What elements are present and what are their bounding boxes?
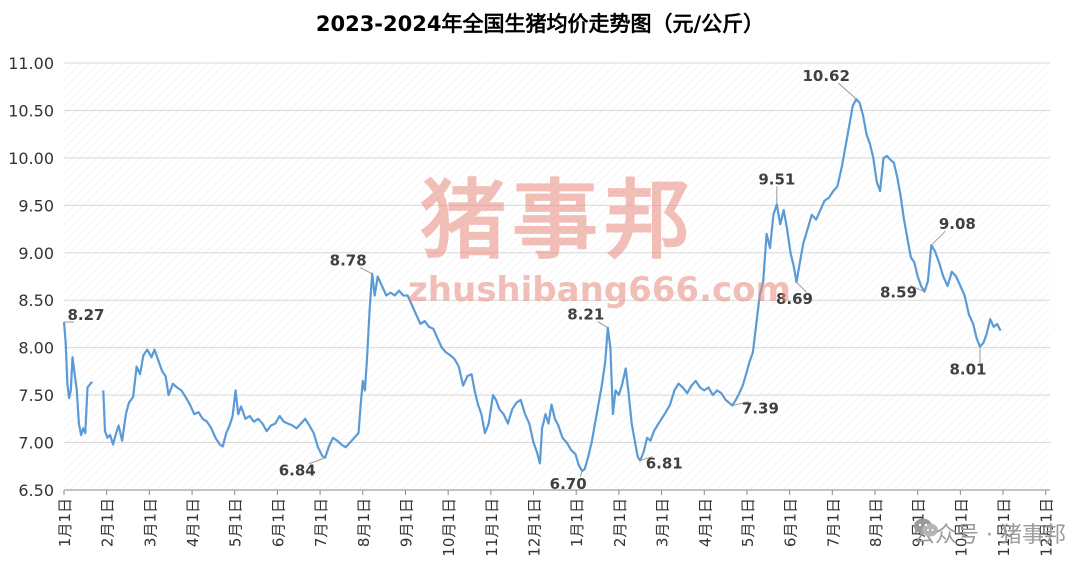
data-label: 7.39 xyxy=(742,400,779,418)
data-label: 8.27 xyxy=(67,306,104,324)
plot-area xyxy=(64,63,1050,490)
y-tick-label: 7.50 xyxy=(18,386,54,405)
data-label: 6.81 xyxy=(646,455,683,473)
x-tick-label: 1月1日 xyxy=(568,498,586,547)
y-tick-label: 9.00 xyxy=(18,244,54,263)
annotation-leader xyxy=(359,267,373,275)
x-tick-label: 12月1日 xyxy=(1038,498,1056,557)
data-label: 6.84 xyxy=(279,462,316,480)
x-tick-label: 4月1日 xyxy=(696,498,714,547)
x-tick-label: 3月1日 xyxy=(141,498,159,547)
annotation-leader xyxy=(309,457,326,465)
x-tick-label: 5月1日 xyxy=(227,498,245,547)
y-tick-label: 11.00 xyxy=(8,54,54,73)
y-tick-label: 10.00 xyxy=(8,149,54,168)
data-label: 8.01 xyxy=(949,361,986,379)
price-series-line xyxy=(62,321,94,437)
annotation-leader xyxy=(597,321,609,329)
wechat-icon xyxy=(914,518,939,537)
x-tick-label: 8月1日 xyxy=(355,498,373,547)
data-label: 9.51 xyxy=(758,170,795,188)
annotation-leader xyxy=(910,285,925,293)
x-tick-label: 11月1日 xyxy=(995,498,1013,557)
wechat-label: 公众号 · 猪事邦 xyxy=(913,523,1066,548)
y-tick-label: 10.50 xyxy=(8,101,54,120)
x-tick-label: 9月1日 xyxy=(397,498,415,547)
x-tick-label: 3月1日 xyxy=(654,498,672,547)
data-label: 9.08 xyxy=(939,215,976,233)
x-tick-label: 4月1日 xyxy=(184,498,202,547)
data-label: 6.70 xyxy=(550,475,587,493)
x-tick-label: 7月1日 xyxy=(312,498,330,547)
annotation-leader xyxy=(930,230,946,246)
x-tick-label: 12月1日 xyxy=(526,498,544,557)
data-label: 8.78 xyxy=(330,252,367,270)
annotation-leader xyxy=(796,281,807,293)
y-tick-label: 6.50 xyxy=(18,481,54,500)
x-tick-label: 10月1日 xyxy=(952,498,970,557)
annotation-leader xyxy=(732,401,749,407)
page-title: 2023-2024年全国生猪均价走势图（元/公斤） xyxy=(315,12,765,36)
x-tick-label: 2月1日 xyxy=(99,498,117,547)
y-tick-label: 9.50 xyxy=(18,196,54,215)
x-tick-label: 2月1日 xyxy=(611,498,629,547)
annotation-leader xyxy=(837,82,857,100)
x-tick-label: 5月1日 xyxy=(739,498,757,547)
data-label: 10.62 xyxy=(802,67,849,85)
annotation-leader xyxy=(579,470,583,478)
y-tick-label: 7.00 xyxy=(18,434,54,453)
price-series-line xyxy=(102,98,1002,473)
annotation-leader xyxy=(640,456,653,462)
data-label: 8.69 xyxy=(776,290,813,308)
data-label: 8.59 xyxy=(880,284,917,302)
x-tick-label: 8月1日 xyxy=(867,498,885,547)
y-tick-label: 8.00 xyxy=(18,339,54,358)
x-tick-label: 11月1日 xyxy=(483,498,501,557)
x-tick-label: 6月1日 xyxy=(782,498,800,547)
data-label: 8.21 xyxy=(567,306,604,324)
wechat-badge: 公众号 · 猪事邦 xyxy=(913,517,1066,549)
y-tick-label: 8.50 xyxy=(18,291,54,310)
x-tick-label: 6月1日 xyxy=(269,498,287,547)
x-tick-label: 10月1日 xyxy=(440,498,458,557)
x-tick-label: 7月1日 xyxy=(824,498,842,547)
x-tick-label: 1月1日 xyxy=(56,498,74,547)
